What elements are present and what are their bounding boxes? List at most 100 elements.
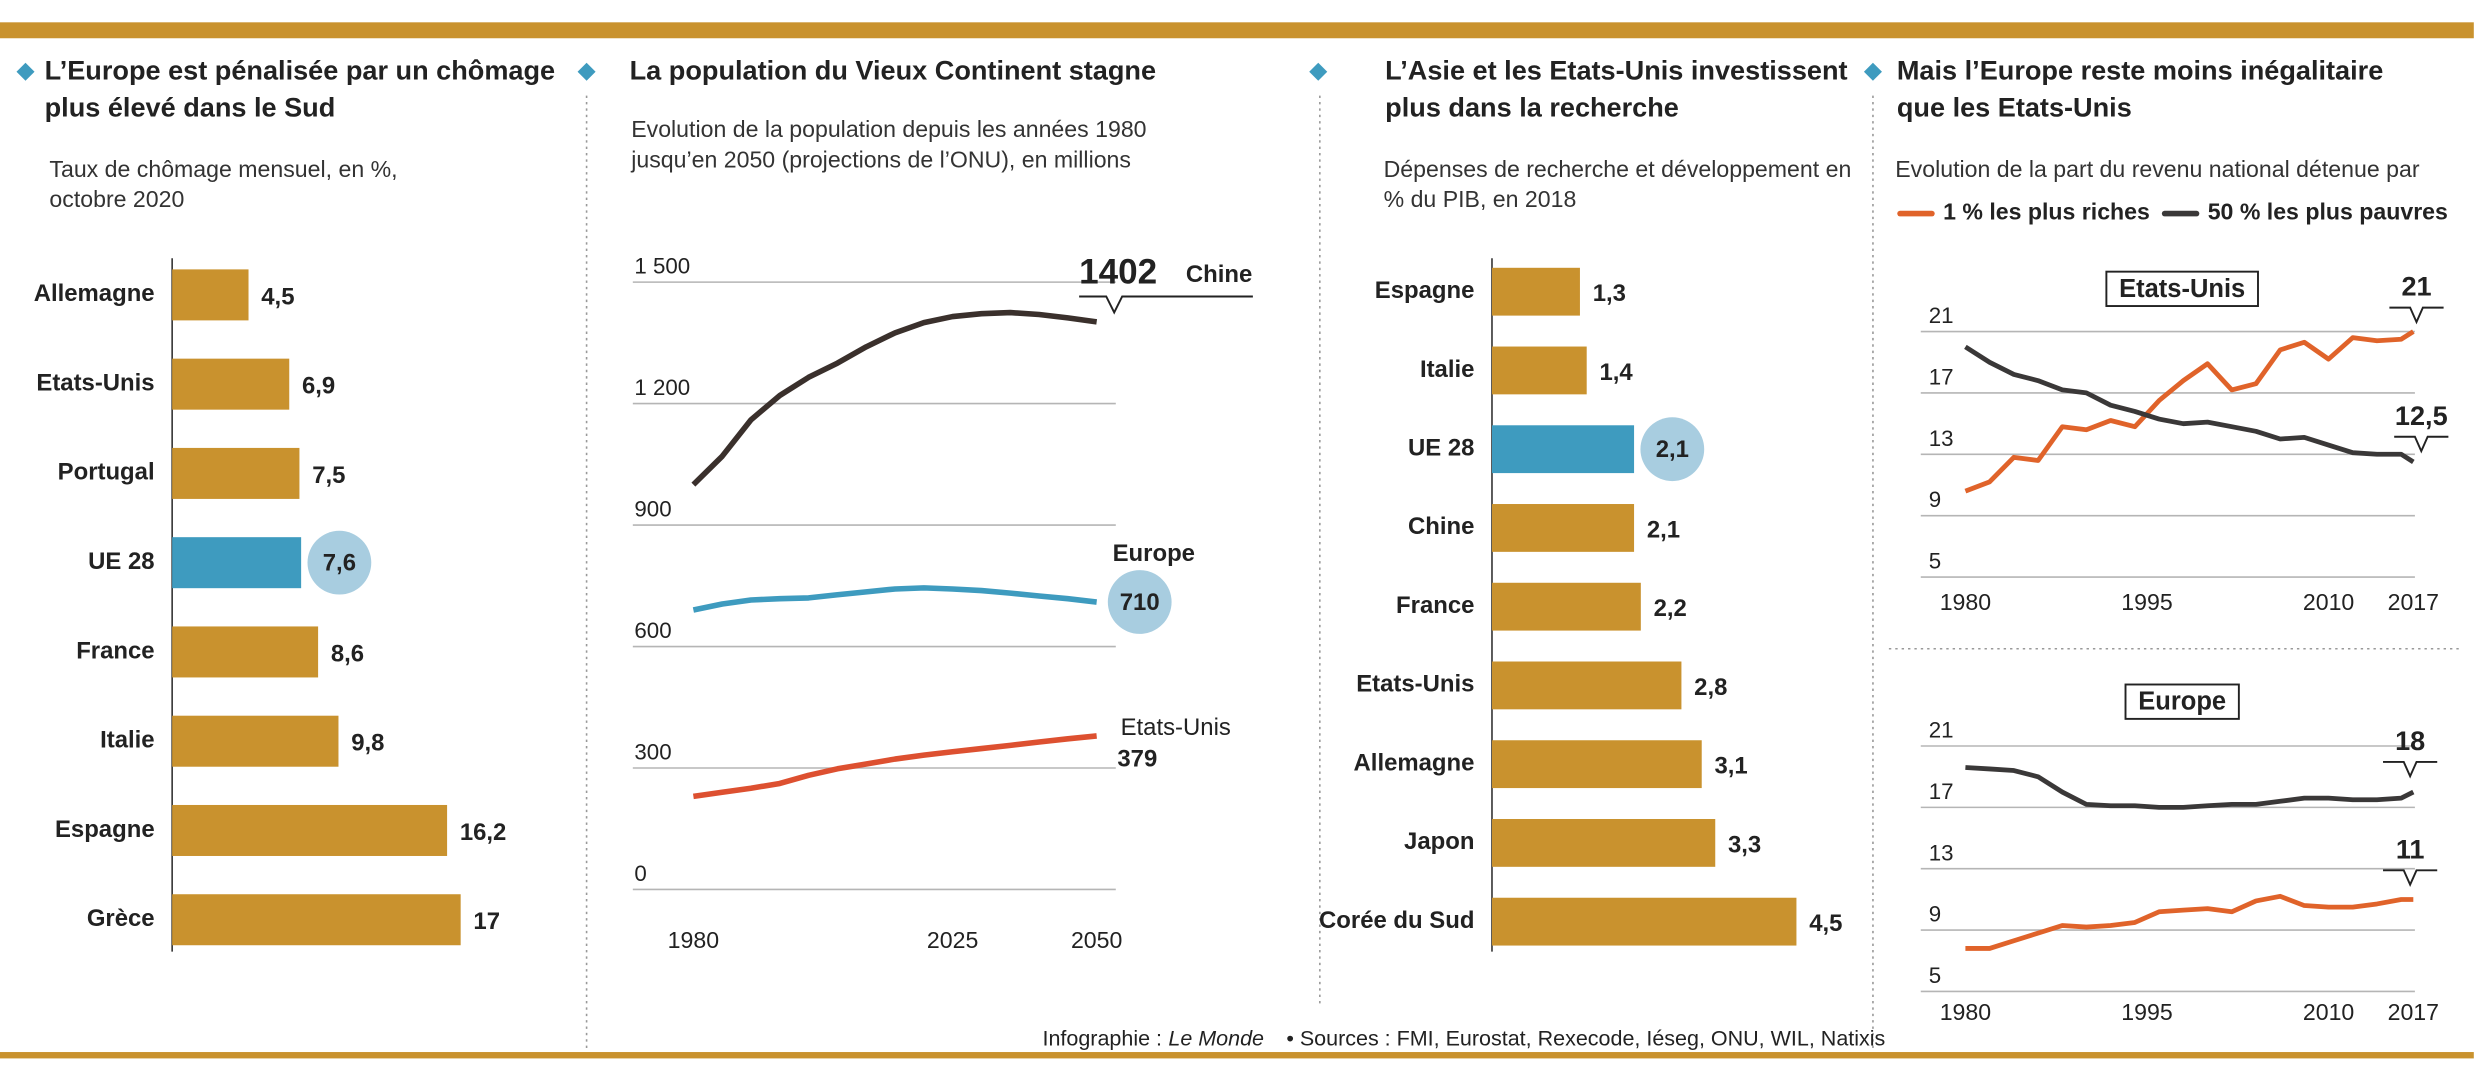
bar [172,715,339,767]
bar [1491,425,1635,474]
category-label: France [1396,592,1474,619]
y-tick-label: 21 [1929,718,1954,743]
value-label: 2,2 [1654,595,1687,622]
bar [1491,897,1797,946]
category-label: France [76,637,154,664]
value-label: 2,1 [1647,516,1680,543]
x-tick-label: 1980 [1940,589,1991,615]
category-label: Etats-Unis [1356,671,1474,698]
bar [172,269,249,321]
value-label: 2,1 [1656,436,1689,463]
category-label: Allemagne [1354,749,1475,776]
panel-subtitle: Dépenses de recherche et développement e… [1383,157,1852,214]
value-label: 6,9 [302,373,335,400]
separators [585,95,2463,1049]
diamond [1309,62,1328,81]
highlight-bubble [1640,417,1705,482]
category-label: Corée du Sud [1319,907,1474,934]
line-series [691,309,1098,487]
series-label: Etats-Unis [1121,714,1231,741]
bar [1491,504,1635,552]
x-tick-label: 2010 [2303,589,2354,615]
panel-title: La population du Vieux Continent stagne [629,55,1157,87]
value-label: 17 [473,908,500,935]
value-label: 1,3 [1593,280,1626,307]
end-value: 379 [1117,746,1157,773]
line-series [1965,893,2414,951]
highlight-bubble [307,530,372,595]
category-label: Etats-Unis [36,369,154,396]
line-series [1964,344,2415,464]
y-tick-label: 0 [634,861,646,886]
category-label: Espagne [1375,277,1475,304]
y-tick-label: 13 [1929,840,1954,865]
x-tick-label: 2050 [1071,927,1122,953]
x-tick-label: 1995 [2121,999,2172,1025]
x-tick-label: 2017 [2388,589,2439,615]
value-label: 3,3 [1728,831,1761,858]
line-series [1964,329,2415,494]
category-label: Grèce [87,905,155,932]
panel-title: L’Europe est pénalisée par un chômage pl… [44,55,556,123]
x-tick-label: 1995 [2121,589,2172,615]
y-tick-label: 17 [1929,779,1954,804]
value-label: 16,2 [460,819,507,846]
y-tick-label: 21 [1929,303,1954,328]
category-label: Italie [1420,356,1474,383]
bar [1491,661,1682,710]
bar [1491,346,1587,395]
y-tick-label: 1 200 [634,375,690,400]
y-tick-label: 1 500 [634,254,690,279]
y-tick-label: 13 [1929,426,1954,451]
bar [172,626,319,678]
callout [2394,435,2449,454]
callout [1079,295,1253,315]
bar [172,447,300,499]
panel-title: L’Asie et les Etats-Unis investissent pl… [1385,55,1848,123]
y-tick-label: 9 [1929,902,1941,927]
legend-label: 50 % les plus pauvres [2208,199,2448,225]
top-bar [0,22,2474,39]
bar [172,894,461,946]
value-label: 8,6 [331,640,364,667]
y-tick-label: 300 [634,740,671,765]
panel-subtitle: Taux de chômage mensuel, en %, octobre 2… [49,157,398,214]
end-label: 18 [2395,725,2425,756]
callout [2383,760,2438,779]
end-label: 12,5 [2395,400,2448,431]
x-tick-label: 1980 [668,927,719,953]
end-label: 11 [2396,833,2425,864]
callout [2383,869,2438,888]
bar [172,537,302,589]
y-tick-label: 600 [634,618,671,643]
end-label: 21 [2401,271,2431,302]
category-label: UE 28 [88,548,154,575]
y-tick-label: 5 [1929,549,1941,574]
y-tick-label: 17 [1929,364,1954,389]
diamond [1863,62,1882,81]
sources: • Sources : FMI, Eurostat, Rexecode, Iés… [1286,1026,1885,1050]
y-tick-label: 5 [1929,963,1941,988]
bar [172,804,448,856]
bar [1491,582,1641,631]
diamond [16,62,35,81]
value-label: 7,6 [323,550,356,577]
end-value: 710 [1120,589,1160,616]
footer: Infographie : Le Monde • Sources : FMI, Eu… [1042,1026,1885,1050]
legend-label: 1 % les plus riches [1943,199,2150,225]
panel-subtitle: Evolution de la population depuis les an… [631,117,1147,174]
x-tick-label: 2025 [927,927,978,953]
series-label: Europe [1113,540,1195,567]
line-series [692,733,1097,800]
value-label: 4,5 [1809,910,1842,937]
value-label: 9,8 [351,730,384,757]
category-label: Japon [1404,828,1474,855]
category-label: Espagne [55,816,155,843]
value-label: 7,5 [312,462,345,489]
y-tick-label: 900 [634,497,671,522]
bar [172,358,290,410]
value-label: 3,1 [1714,753,1747,780]
bar [1491,267,1580,316]
